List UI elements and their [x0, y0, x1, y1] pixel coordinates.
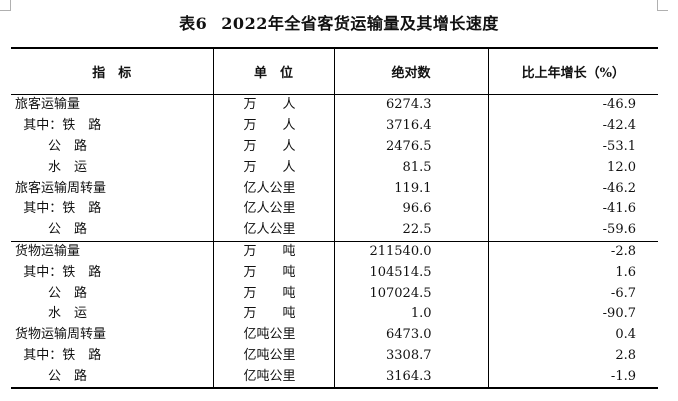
cell-value: 2476.5 — [333, 136, 488, 158]
cell-growth: -6.7 — [487, 283, 658, 304]
transport-volume-table: 指 标 单 位 绝对数 比上年增长（%） 旅客运输量万 人 6274.3 -46.9… — [11, 47, 658, 390]
cell-value: 211540.0 — [333, 240, 488, 263]
cell-unit: 万 人 — [212, 94, 334, 116]
cell-growth: 2.8 — [487, 345, 658, 367]
cell-value: 22.5 — [333, 219, 488, 242]
table-row: 其中：铁 路 万 人 3716.4 -42.4 — [11, 115, 658, 137]
cell-value: 6473.0 — [333, 324, 488, 346]
cell-unit: 亿人公里 — [212, 178, 334, 199]
cell-growth: -90.7 — [487, 303, 658, 325]
cell-growth: 1.6 — [487, 262, 658, 284]
cell-indicator: 公 路 — [11, 366, 213, 390]
cell-growth: -53.1 — [487, 136, 658, 158]
cell-value: 1.0 — [333, 303, 488, 325]
cell-unit: 亿吨公里 — [212, 345, 334, 367]
cell-growth: 12.0 — [487, 157, 658, 179]
cell-unit: 万 吨 — [212, 283, 334, 304]
table-row: 其中：铁 路 万 吨 104514.5 1.6 — [11, 262, 658, 284]
cell-growth: -41.6 — [487, 198, 658, 220]
header-indicator: 指 标 — [11, 47, 213, 95]
cell-unit: 万 吨 — [212, 303, 334, 325]
cell-indicator: 水 运 — [15, 306, 88, 322]
cell-indicator: 其中：铁 路 — [15, 118, 102, 134]
table-header-row: 指 标 单 位 绝对数 比上年增长（%） — [11, 47, 658, 95]
cell-value: 3164.3 — [333, 366, 488, 390]
cell-growth: -2.8 — [487, 240, 658, 263]
cell-unit: 万 吨 — [212, 262, 334, 284]
table-row: 水 运 万 人 81.5 12.0 — [11, 157, 658, 179]
page-corner-mark-left — [0, 0, 11, 11]
header-unit: 单 位 — [212, 47, 334, 95]
cell-growth: -42.4 — [487, 115, 658, 137]
cell-value: 107024.5 — [333, 283, 488, 304]
table-row: 货物运输量万 吨 211540.0 -2.8 — [11, 240, 658, 263]
cell-growth: -59.6 — [487, 219, 658, 242]
cell-value: 3308.7 — [333, 345, 488, 367]
cell-indicator: 公 路 — [15, 285, 88, 301]
cell-indicator: 水 运 — [15, 159, 88, 175]
cell-value: 119.1 — [333, 178, 488, 199]
cell-indicator: 公 路 — [15, 138, 88, 154]
cell-value: 96.6 — [333, 198, 488, 220]
table-row: 旅客运输量 万 人 6274.3 -46.9 — [11, 94, 658, 116]
table-row: 公 路亿吨公里 3164.3 -1.9 — [11, 366, 658, 390]
cell-indicator: 旅客运输周转量 — [15, 180, 107, 196]
cell-value: 3716.4 — [333, 115, 488, 137]
table-row: 公 路 万 吨 107024.5 -6.7 — [11, 283, 658, 304]
table-row: 公 路 万 人 2476.5 -53.1 — [11, 136, 658, 158]
cell-value: 104514.5 — [333, 262, 488, 284]
cell-growth: -46.9 — [487, 94, 658, 116]
cell-indicator: 货物运输周转量 — [15, 327, 107, 343]
table-row: 公 路 亿人公里 22.5 -59.6 — [11, 219, 658, 242]
table-row: 水 运 万 吨 1.0 -90.7 — [11, 303, 658, 325]
table-row: 其中：铁 路 亿人公里 96.6 -41.6 — [11, 198, 658, 220]
cell-unit: 万 吨 — [212, 240, 334, 263]
page-corner-mark-right — [657, 0, 668, 11]
cell-unit: 亿吨公里 — [212, 324, 334, 346]
table-row: 货物运输周转量 亿吨公里 6473.0 0.4 — [11, 324, 658, 346]
table-row: 其中：铁 路 亿吨公里 3308.7 2.8 — [11, 345, 658, 367]
cell-unit: 万 人 — [212, 115, 334, 137]
table-row: 旅客运输周转量 亿人公里 119.1 -46.2 — [11, 178, 658, 199]
cell-growth: -46.2 — [487, 178, 658, 199]
cell-indicator: 旅客运输量 — [15, 97, 81, 113]
header-absolute-value: 绝对数 — [333, 47, 488, 95]
cell-unit: 亿吨公里 — [212, 366, 334, 390]
cell-indicator: 其中：铁 路 — [15, 264, 102, 280]
table-title: 表6 2022年全省客货运输量及其增长速度 — [0, 10, 678, 34]
cell-indicator: 公 路 — [15, 222, 88, 238]
header-growth: 比上年增长（%） — [487, 47, 658, 95]
table-number: 表6 — [179, 14, 208, 33]
cell-growth: 0.4 — [487, 324, 658, 346]
cell-unit: 亿人公里 — [212, 198, 334, 220]
cell-indicator: 其中：铁 路 — [15, 347, 102, 363]
cell-indicator: 其中：铁 路 — [15, 201, 102, 217]
cell-value: 81.5 — [333, 157, 488, 179]
cell-value: 6274.3 — [333, 94, 488, 116]
cell-unit: 万 人 — [212, 136, 334, 158]
cell-unit: 亿人公里 — [212, 219, 334, 242]
table-title-text: 2022年全省客货运输量及其增长速度 — [221, 14, 499, 33]
cell-unit: 万 人 — [212, 157, 334, 179]
cell-growth: -1.9 — [487, 366, 658, 390]
cell-indicator: 货物运输量 — [11, 240, 213, 263]
